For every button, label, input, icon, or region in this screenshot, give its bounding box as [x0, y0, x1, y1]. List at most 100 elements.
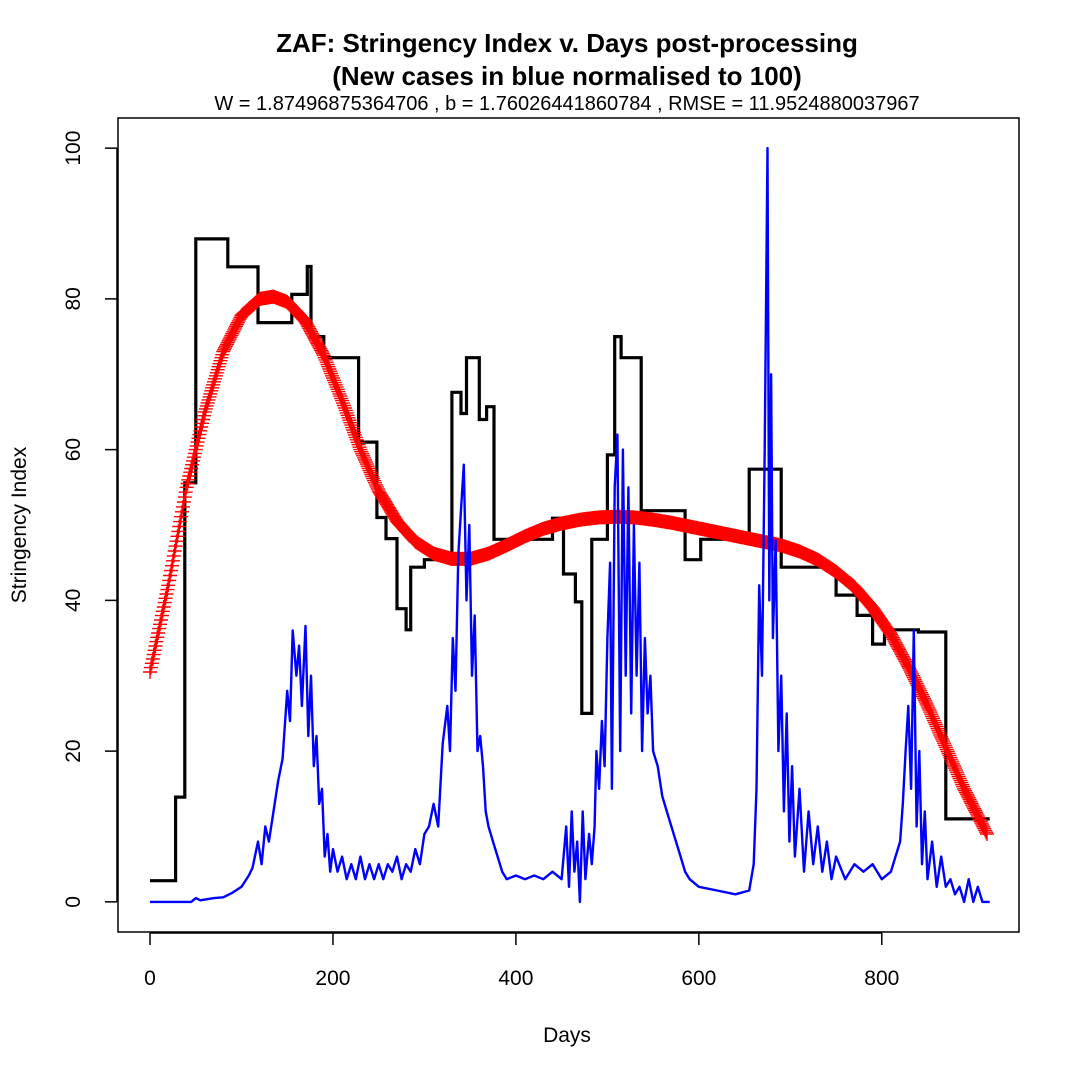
- fit-point: [959, 787, 974, 802]
- fit-point: [961, 790, 976, 805]
- fit-point: [186, 453, 200, 468]
- x-tick-label: 0: [144, 967, 156, 990]
- fit-point: [190, 435, 205, 450]
- fit-point: [315, 345, 329, 359]
- fit-point: [916, 689, 930, 704]
- fit-point: [221, 333, 236, 348]
- fit-point: [186, 450, 201, 465]
- fit-point: [198, 401, 213, 416]
- x-tick-label: 400: [498, 967, 533, 990]
- fit-point: [195, 416, 210, 431]
- fit-point: [225, 326, 240, 341]
- fit-point: [210, 362, 225, 377]
- fit-point: [202, 389, 217, 404]
- fit-point: [962, 792, 977, 807]
- x-tick-label: 800: [864, 967, 899, 990]
- fit-point: [978, 823, 993, 838]
- fit-point: [203, 386, 218, 401]
- fit-point: [208, 371, 222, 386]
- fit-point: [228, 321, 243, 336]
- fit-point: [968, 803, 983, 818]
- stringency-step-line: [150, 237, 990, 883]
- fit-point: [979, 825, 994, 840]
- fit-point: [915, 687, 929, 702]
- cases-line: [150, 146, 990, 904]
- fit-point: [229, 317, 244, 332]
- fit-point: [980, 827, 994, 841]
- fit-point: [191, 431, 206, 446]
- fit-point: [223, 330, 238, 345]
- fit-point: [227, 322, 242, 337]
- y-axis-label: Stringency Index: [8, 446, 31, 603]
- fit-point: [179, 480, 194, 495]
- fit-point: [957, 781, 972, 796]
- fit-point: [974, 816, 989, 831]
- fit-point: [973, 814, 988, 829]
- fit-point: [196, 412, 211, 427]
- fit-point: [197, 408, 211, 423]
- axes-layer: 0 200 400 600 800 0 20 40 60 80 100: [62, 131, 899, 990]
- fit-point: [977, 821, 992, 836]
- fit-point: [960, 789, 975, 803]
- fit-point: [216, 344, 231, 359]
- fit-point: [194, 420, 209, 434]
- fit-point: [956, 779, 971, 794]
- x-tick-label: 600: [681, 967, 716, 990]
- x-axis-label: Days: [543, 1024, 591, 1047]
- fit-point: [918, 695, 933, 710]
- fit-point: [183, 465, 198, 480]
- fit-point: [182, 469, 197, 483]
- fit-point: [231, 313, 246, 328]
- fit-point: [224, 328, 239, 343]
- fit-point: [189, 438, 204, 453]
- fit-point: [296, 312, 311, 327]
- fit-point: [207, 374, 221, 389]
- fit-point: [958, 785, 973, 800]
- fit-point: [212, 356, 227, 371]
- fit-point: [976, 819, 991, 834]
- fit-point: [201, 392, 216, 407]
- fit-point: [971, 810, 986, 825]
- fit-point: [209, 365, 224, 380]
- fit-point: [200, 395, 215, 410]
- fit-point: [958, 783, 972, 798]
- fit-point: [184, 461, 199, 476]
- fit-point: [211, 359, 226, 374]
- y-tick-label: 20: [62, 739, 85, 762]
- fit-markers: [143, 289, 994, 841]
- plot-frame: [117, 117, 1020, 933]
- fit-point: [229, 319, 243, 334]
- fit-point: [187, 446, 202, 461]
- fit-point: [222, 332, 237, 346]
- fit-point: [181, 472, 196, 487]
- fit-point: [205, 380, 220, 395]
- chart-title: ZAF: Stringency Index v. Days post-proce…: [276, 28, 858, 58]
- y-tick-label: 100: [62, 131, 85, 166]
- fit-point: [966, 799, 981, 814]
- fit-point: [199, 398, 214, 413]
- fit-point: [969, 805, 983, 820]
- fit-point: [213, 353, 228, 368]
- fit-point: [230, 315, 245, 330]
- chart-title-line2: (New cases in blue normalised to 100): [332, 61, 802, 91]
- fit-point: [226, 324, 241, 339]
- fit-point: [185, 457, 200, 472]
- fit-point: [972, 812, 987, 827]
- series-layer: [143, 146, 994, 904]
- fit-point: [969, 807, 984, 822]
- fit-point: [218, 341, 232, 355]
- fit-point: [975, 818, 990, 832]
- fit-point: [917, 693, 932, 708]
- fit-point: [197, 404, 212, 419]
- y-tick-label: 40: [62, 589, 85, 612]
- fit-point: [220, 335, 235, 350]
- fit-point: [204, 383, 219, 398]
- fit-point: [219, 337, 234, 352]
- fit-point: [967, 801, 982, 816]
- fit-point: [192, 427, 207, 442]
- y-tick-label: 60: [62, 438, 85, 461]
- chart-subtitle: W = 1.87496875364706 , b = 1.76026441860…: [214, 93, 919, 115]
- fit-point: [214, 350, 229, 365]
